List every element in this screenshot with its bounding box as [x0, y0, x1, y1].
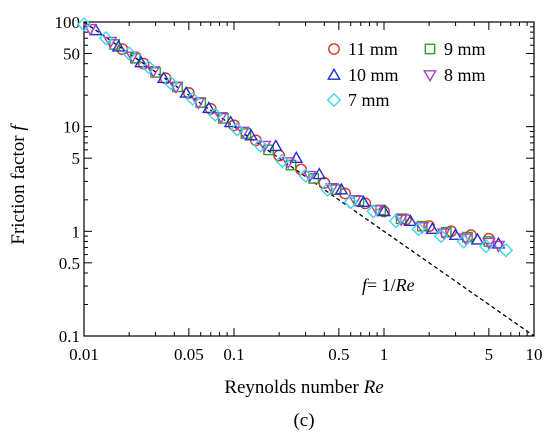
- data-point: [370, 205, 385, 218]
- series-7-mm: [76, 17, 514, 258]
- y-tick-label: 0.5: [59, 254, 80, 273]
- y-tick-label: 100: [55, 13, 81, 32]
- data-point: [257, 140, 272, 153]
- data-point: [223, 115, 238, 128]
- data-point: [156, 71, 171, 84]
- x-tick-label: 1: [380, 345, 389, 364]
- legend-marker: [326, 92, 342, 108]
- data-point: [141, 59, 156, 75]
- reference-line-label: f= 1/Re: [362, 275, 415, 295]
- x-axis-label: Reynolds number Re: [224, 377, 383, 398]
- data-point: [425, 221, 440, 234]
- y-axis-label-text: Friction factor: [8, 135, 29, 245]
- data-point: [481, 237, 496, 250]
- x-tick-label: 10: [526, 345, 543, 364]
- series-8-mm: [83, 23, 506, 253]
- data-point: [98, 30, 114, 46]
- data-point: [163, 76, 179, 91]
- data-point: [244, 128, 259, 141]
- data-point: [448, 228, 463, 240]
- legend-label: 10 mm: [348, 65, 399, 85]
- data-point: [111, 39, 126, 52]
- data-point: [433, 228, 449, 244]
- data-point: [268, 139, 283, 152]
- data-point: [456, 234, 471, 249]
- data-point: [394, 214, 409, 227]
- ref-label-eq: = 1/: [367, 275, 396, 295]
- data-point: [377, 204, 391, 217]
- data-point: [325, 183, 339, 196]
- plot-frame: [83, 21, 535, 337]
- panel-label: (c): [293, 410, 314, 431]
- legend: 11 mm 9 mm 10 mm 8 mm 7 mm: [326, 39, 486, 110]
- legend-label: 7 mm: [348, 90, 390, 110]
- data-point: [298, 168, 313, 183]
- data-point: [121, 46, 137, 61]
- data-point: [229, 122, 245, 137]
- x-tick-label: 0.1: [223, 345, 244, 364]
- data-point: [366, 204, 381, 219]
- data-point: [134, 55, 148, 68]
- data-point: [347, 194, 362, 207]
- x-tick-label: 0.05: [174, 345, 204, 364]
- data-point: [201, 101, 216, 114]
- data-point: [356, 195, 371, 208]
- data-point: [388, 213, 404, 229]
- data-point: [403, 214, 418, 227]
- series-10-mm: [88, 23, 506, 249]
- data-point: [491, 240, 506, 253]
- x-tick-label: 5: [485, 345, 494, 364]
- data-point: [125, 51, 140, 64]
- legend-label: 8 mm: [444, 65, 486, 85]
- data-point: [343, 194, 358, 210]
- legend-marker: [423, 70, 437, 83]
- y-tick-label: 0.1: [59, 327, 80, 346]
- ref-label-lhs: f: [362, 275, 370, 295]
- data-point: [208, 107, 223, 122]
- data-point: [76, 17, 92, 32]
- data-point: [395, 213, 407, 225]
- data-point: [498, 242, 514, 258]
- series-11-mm: [116, 43, 495, 245]
- data-point: [470, 232, 485, 245]
- data-point: [411, 221, 426, 237]
- x-axis-label-symbol: Re: [363, 377, 384, 398]
- data-point: [185, 91, 200, 106]
- data-point: [334, 182, 349, 195]
- legend-marker: [424, 43, 436, 55]
- data-point: [478, 239, 494, 254]
- data-point: [302, 170, 317, 183]
- data-point: [179, 85, 194, 98]
- x-axis-label-text: Reynolds number: [224, 377, 359, 398]
- x-tick-label: 0.01: [69, 345, 99, 364]
- data-point: [275, 153, 290, 169]
- data-point: [281, 157, 296, 170]
- x-tick-label: 0.5: [328, 345, 349, 364]
- y-tick-label: 50: [63, 45, 80, 64]
- data-point: [491, 236, 506, 249]
- data-point: [253, 138, 268, 153]
- legend-marker: [327, 67, 341, 80]
- legend-label: 9 mm: [444, 39, 486, 59]
- axes: 0.01 0.05 0.1 0.5 1 5 10 0.1 0.5 1 5 10 50 100: [55, 13, 543, 364]
- y-tick-label: 5: [72, 149, 81, 168]
- data-point: [436, 228, 451, 241]
- data-point: [320, 182, 335, 197]
- y-tick-label: 1: [72, 222, 81, 241]
- data-points: [76, 17, 514, 258]
- data-point: [415, 222, 430, 235]
- data-point: [312, 167, 327, 180]
- ref-label-var: Re: [395, 275, 415, 295]
- y-tick-label: 10: [63, 118, 80, 137]
- y-axis-label-symbol: f: [8, 123, 29, 131]
- legend-label: 11 mm: [348, 39, 398, 59]
- y-axis-label: Friction factor f: [8, 123, 29, 245]
- legend-marker: [328, 43, 340, 55]
- data-point: [458, 233, 473, 246]
